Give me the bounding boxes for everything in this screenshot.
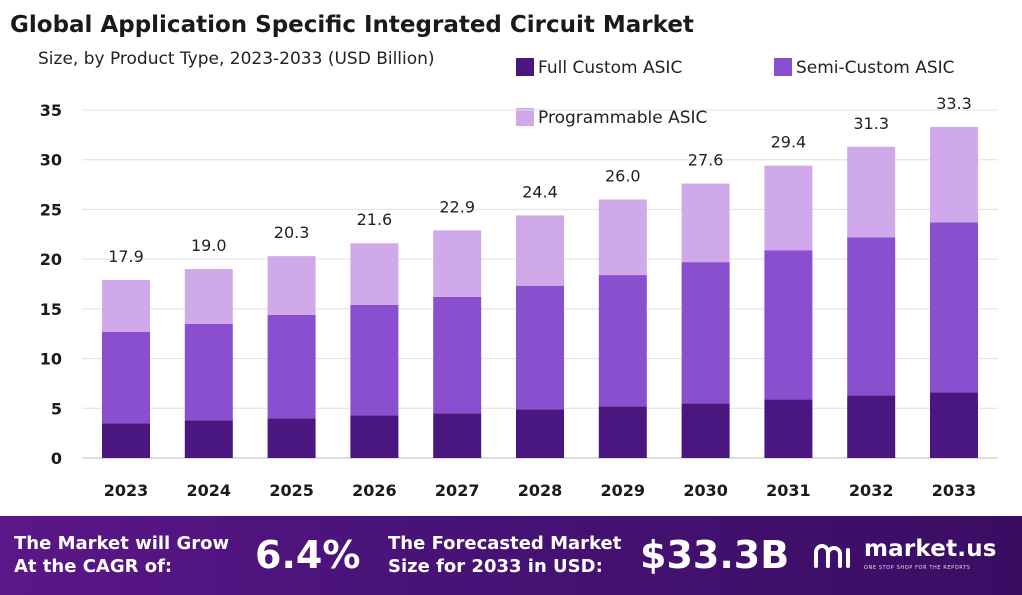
total-label-2023: 17.9 [108, 247, 144, 266]
bar-segment-semi-custom-2029 [598, 275, 647, 407]
bar-segment-semi-custom-2027 [433, 296, 482, 414]
bar-segment-full-custom-2032 [847, 395, 896, 458]
total-label-2031: 29.4 [771, 133, 807, 152]
y-tick-label: 25 [40, 200, 62, 219]
bar-segment-programmable-2030 [681, 183, 730, 263]
bar-segment-full-custom-2025 [267, 418, 316, 458]
total-label-2033: 33.3 [936, 94, 972, 113]
x-tick-label-2023: 2023 [104, 481, 149, 500]
bar-segment-semi-custom-2032 [847, 237, 896, 396]
legend-swatch-programmable [516, 108, 534, 126]
chart-subtitle: Size, by Product Type, 2023-2033 (USD Bi… [38, 49, 435, 69]
bar-segment-programmable-2033 [930, 126, 978, 223]
footer-banner: The Market will Grow At the CAGR of: 6.4… [0, 516, 1022, 595]
total-label-2028: 24.4 [522, 182, 558, 201]
cagr-label: The Market will Grow At the CAGR of: [14, 533, 230, 577]
bar-segment-full-custom-2030 [681, 403, 730, 458]
bar-segment-semi-custom-2026 [350, 304, 399, 416]
total-label-2029: 26.0 [605, 166, 641, 185]
brand-logo: market.us ONE STOP SHOP FOR THE REPORTS [812, 536, 1017, 576]
legend: Full Custom ASIC Semi-Custom ASIC Progra… [516, 58, 955, 128]
bar-segment-semi-custom-2031 [764, 250, 813, 400]
bar-segment-full-custom-2026 [350, 415, 399, 458]
legend-swatch-semi-custom [774, 58, 792, 76]
x-tick-label-2024: 2024 [187, 481, 232, 500]
x-tick-label-2029: 2029 [601, 481, 646, 500]
bar-segment-programmable-2024 [184, 269, 233, 324]
legend-swatch-full-custom [516, 58, 534, 76]
chart-title: Global Application Specific Integrated C… [10, 12, 694, 38]
y-tick-label: 10 [40, 350, 62, 369]
bar-segment-semi-custom-2024 [184, 323, 233, 421]
total-label-2025: 20.3 [274, 223, 310, 242]
x-tick-label-2028: 2028 [518, 481, 563, 500]
market-us-logo-icon [814, 544, 850, 568]
brand-name: market.us [864, 536, 997, 562]
x-tick-label-2026: 2026 [352, 481, 397, 500]
bar-segment-full-custom-2033 [930, 392, 978, 458]
bar-segment-full-custom-2029 [598, 406, 647, 458]
y-tick-label: 5 [51, 399, 62, 418]
x-tick-label-2027: 2027 [435, 481, 480, 500]
total-label-2026: 21.6 [357, 210, 393, 229]
x-axis: 2023 2024 2025 2026 2027 2028 2029 2030 2031 2032… [104, 481, 977, 500]
bar-segment-programmable-2023 [102, 280, 150, 332]
x-tick-label-2032: 2032 [849, 481, 894, 500]
bar-segment-semi-custom-2025 [267, 314, 316, 419]
x-tick-label-2025: 2025 [269, 481, 314, 500]
total-label-2030: 27.6 [688, 151, 724, 170]
bars [102, 126, 978, 458]
bar-segment-programmable-2028 [516, 215, 564, 286]
bar-segment-full-custom-2024 [184, 420, 233, 458]
bar-segment-semi-custom-2033 [930, 222, 978, 393]
brand-tagline: ONE STOP SHOP FOR THE REPORTS [864, 565, 971, 571]
y-tick-label: 30 [40, 151, 62, 170]
y-tick-label: 20 [40, 250, 62, 269]
bar-segment-programmable-2026 [350, 243, 399, 305]
bar-segment-programmable-2032 [847, 146, 896, 238]
bar-segment-full-custom-2028 [516, 409, 564, 458]
total-label-2024: 19.0 [191, 236, 227, 255]
y-tick-label: 0 [51, 449, 62, 468]
bar-segment-semi-custom-2028 [516, 285, 564, 410]
x-tick-label-2033: 2033 [932, 481, 977, 500]
x-tick-label-2031: 2031 [766, 481, 811, 500]
cagr-value: 6.4% [255, 533, 361, 577]
bar-segment-semi-custom-2030 [681, 262, 730, 404]
y-tick-label: 35 [40, 101, 62, 120]
legend-label-full-custom: Full Custom ASIC [538, 58, 682, 78]
y-tick-label: 15 [40, 300, 62, 319]
chart: Global Application Specific Integrated C… [10, 12, 998, 500]
x-tick-label-2030: 2030 [683, 481, 728, 500]
bar-segment-programmable-2029 [598, 199, 647, 276]
bar-segment-programmable-2025 [267, 256, 316, 315]
bar-segment-full-custom-2027 [433, 413, 482, 458]
total-labels: 17.9 19.0 20.3 21.6 22.9 24.4 26.0 27.6 29.4 31.3… [108, 94, 972, 266]
bar-segment-semi-custom-2023 [102, 331, 150, 424]
bar-segment-full-custom-2031 [764, 399, 813, 458]
bar-segment-programmable-2027 [433, 230, 482, 297]
total-label-2027: 22.9 [439, 197, 475, 216]
legend-label-semi-custom: Semi-Custom ASIC [796, 58, 955, 78]
forecast-value: $33.3B [640, 533, 790, 577]
forecast-label: The Forecasted Market Size for 2033 in U… [388, 533, 622, 577]
total-label-2032: 31.3 [853, 114, 889, 133]
legend-label-programmable: Programmable ASIC [538, 108, 707, 128]
y-axis: 0 5 10 15 20 25 30 35 [40, 101, 62, 468]
bar-segment-programmable-2031 [764, 165, 813, 251]
bar-segment-full-custom-2023 [102, 423, 150, 458]
